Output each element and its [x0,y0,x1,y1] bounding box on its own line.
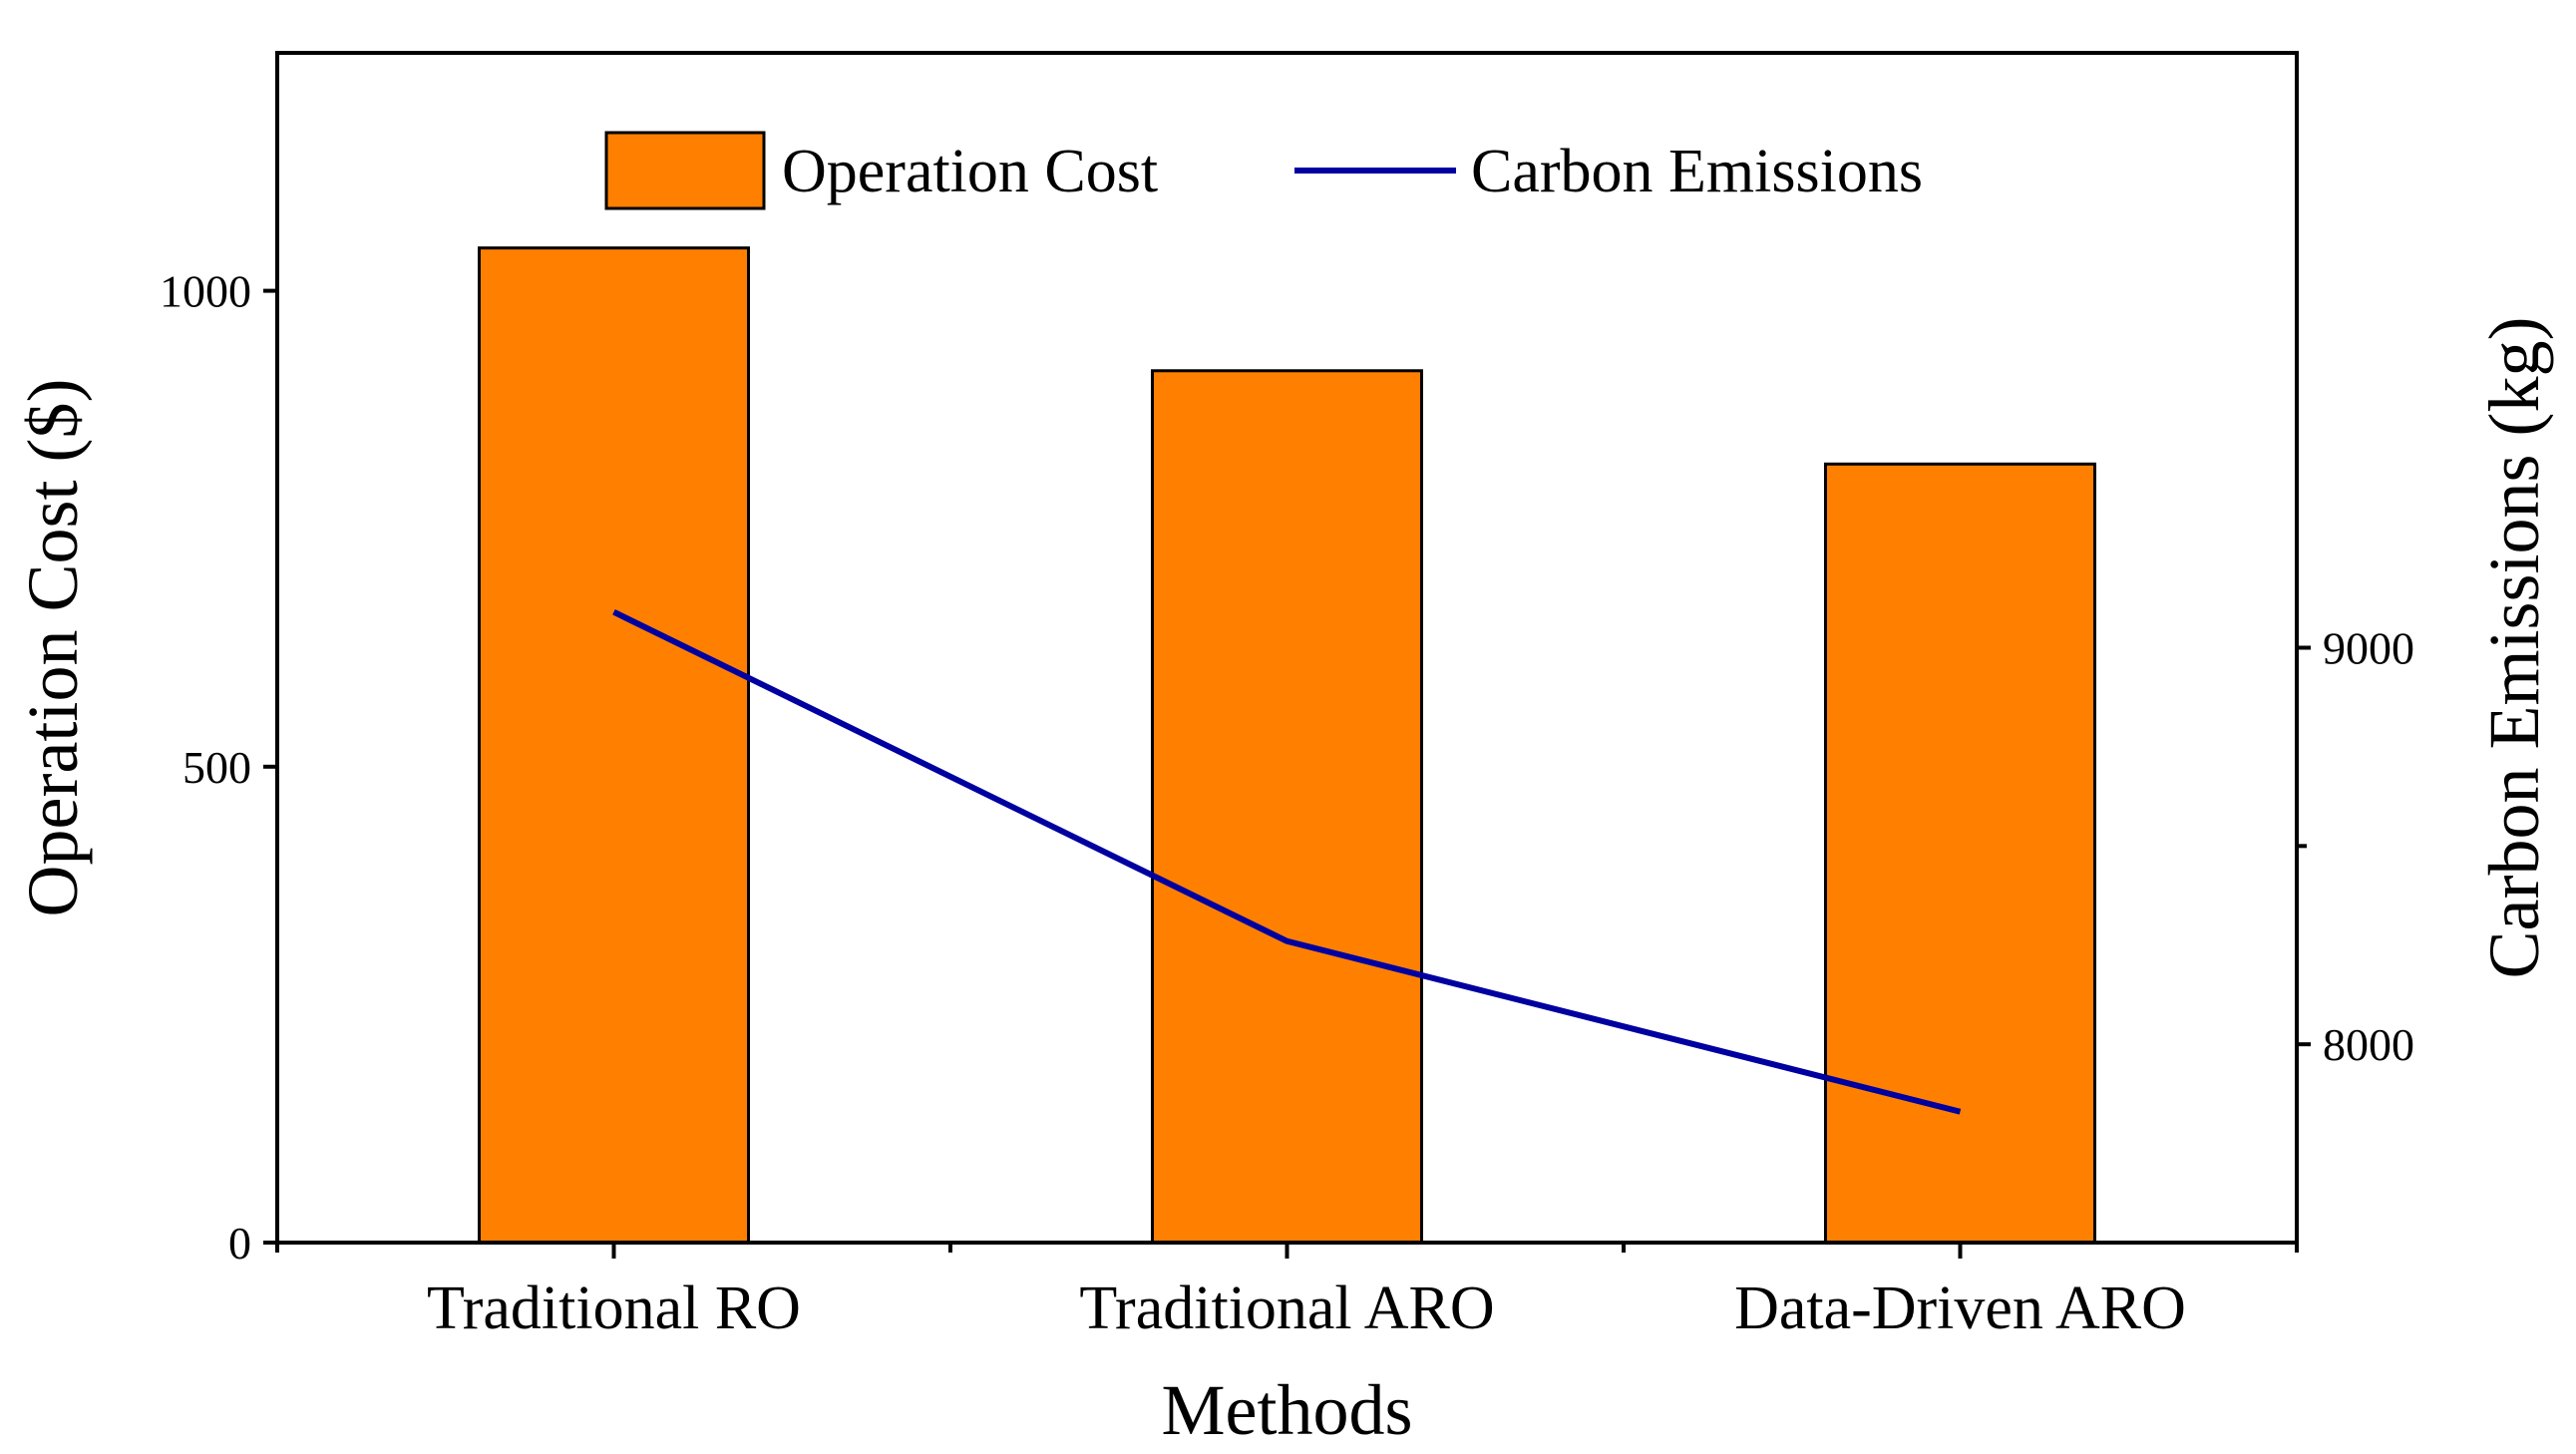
bar-traditional-ro [478,246,750,1245]
line-series-carbon-emissions [612,609,1962,1115]
y-right-tick-label: 8000 [2323,1019,2414,1070]
y-left-tick-label: 1000 [160,266,251,317]
x-tick-label: Traditional RO [427,1274,801,1342]
y-axis-right-title: Carbon Emissions (kg) [2474,317,2554,979]
x-tick-label: Data-Driven ARO [1734,1274,2186,1342]
carbon-emissions-line [612,609,1962,1115]
axis-ticks: 0 500 1000 8000 9000 Traditional RO Traditiona… [160,266,2414,1342]
bar-traditional-aro [1151,369,1423,1245]
x-tick-label: Traditional ARO [1079,1274,1494,1342]
legend-label-operation-cost: Operation Cost [782,138,1158,205]
legend-label-carbon-emissions: Carbon Emissions [1471,138,1923,205]
y-left-tick-label: 0 [228,1218,251,1269]
y-left-tick-label: 500 [183,742,251,793]
legend: Operation Cost Carbon Emissions [604,131,1923,210]
legend-swatch-operation-cost [604,131,766,210]
bar-data-driven-aro [1824,462,2096,1245]
x-axis-title: Methods [1162,1370,1413,1450]
y-right-tick-label: 9000 [2323,623,2414,674]
y-axis-left-title: Operation Cost ($) [13,379,93,917]
bar-series-operation-cost [478,246,2096,1245]
